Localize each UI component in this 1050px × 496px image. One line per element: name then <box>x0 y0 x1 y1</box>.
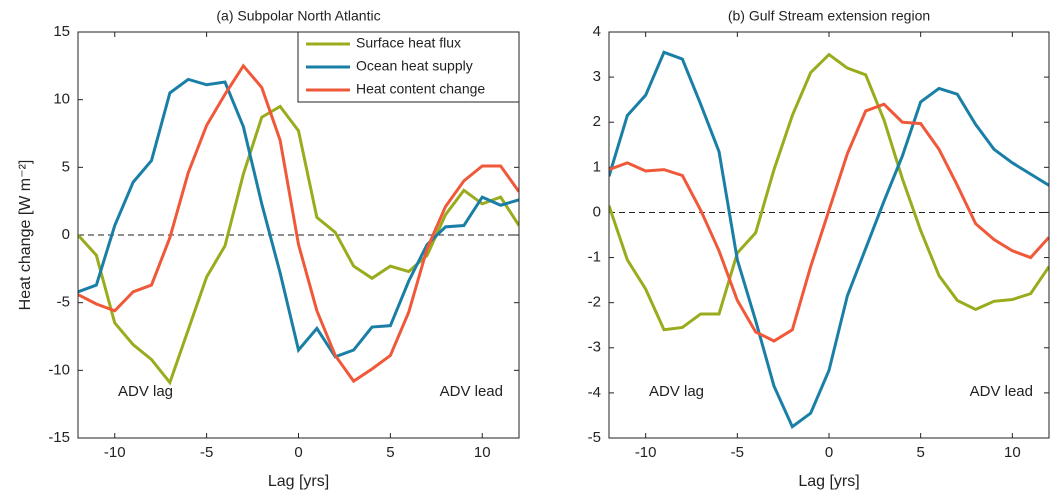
series-line <box>78 63 519 384</box>
annotation: ADV lead <box>440 383 503 400</box>
y-axis-label: Heat change [W m⁻²] <box>17 160 34 311</box>
y-tick-label: -1 <box>588 249 601 266</box>
x-tick-label: 10 <box>474 444 491 461</box>
y-tick-label: 4 <box>593 23 601 40</box>
series-line <box>78 104 519 386</box>
x-tick-label: 5 <box>916 444 924 461</box>
y-tick-label: 3 <box>593 68 601 85</box>
annotation: ADV lag <box>118 383 173 400</box>
plot-frame <box>608 31 1050 439</box>
x-tick-label: -10 <box>104 444 126 461</box>
panel-title: (a) Subpolar North Atlantic <box>216 8 380 24</box>
legend-label: Ocean heat supply <box>356 58 473 74</box>
x-tick-label: 5 <box>386 444 394 461</box>
y-tick-label: -5 <box>57 294 70 311</box>
annotation: ADV lag <box>649 383 704 400</box>
y-tick-label: 1 <box>593 158 601 175</box>
series-line <box>609 102 1049 343</box>
y-tick-label: -4 <box>588 384 601 401</box>
y-tick-label: 15 <box>53 23 70 40</box>
y-tick-label: -10 <box>48 361 70 378</box>
x-tick-label: -5 <box>200 444 213 461</box>
panel-title: (b) Gulf Stream extension region <box>728 8 930 24</box>
y-tick-label: -3 <box>588 339 601 356</box>
legend-label: Surface heat flux <box>356 35 461 51</box>
y-tick-label: -2 <box>588 294 601 311</box>
y-tick-label: 10 <box>53 91 70 108</box>
y-tick-label: -15 <box>48 429 70 446</box>
y-tick-label: 0 <box>62 226 70 243</box>
x-axis-label: Lag [yrs] <box>268 473 329 490</box>
x-tick-label: -10 <box>635 444 657 461</box>
legend-label: Heat content change <box>356 81 485 97</box>
x-axis-label: Lag [yrs] <box>798 473 859 490</box>
x-tick-label: -5 <box>731 444 744 461</box>
x-tick-label: 0 <box>294 444 302 461</box>
y-tick-label: -5 <box>588 429 601 446</box>
x-tick-label: 0 <box>825 444 833 461</box>
series-line <box>609 52 1049 332</box>
y-tick-label: 0 <box>593 203 601 220</box>
series-line <box>609 50 1049 430</box>
annotation: ADV lead <box>970 383 1033 400</box>
x-tick-label: 10 <box>1004 444 1021 461</box>
series-line <box>78 77 519 359</box>
y-tick-label: 2 <box>593 113 601 130</box>
y-tick-label: 5 <box>62 158 70 175</box>
